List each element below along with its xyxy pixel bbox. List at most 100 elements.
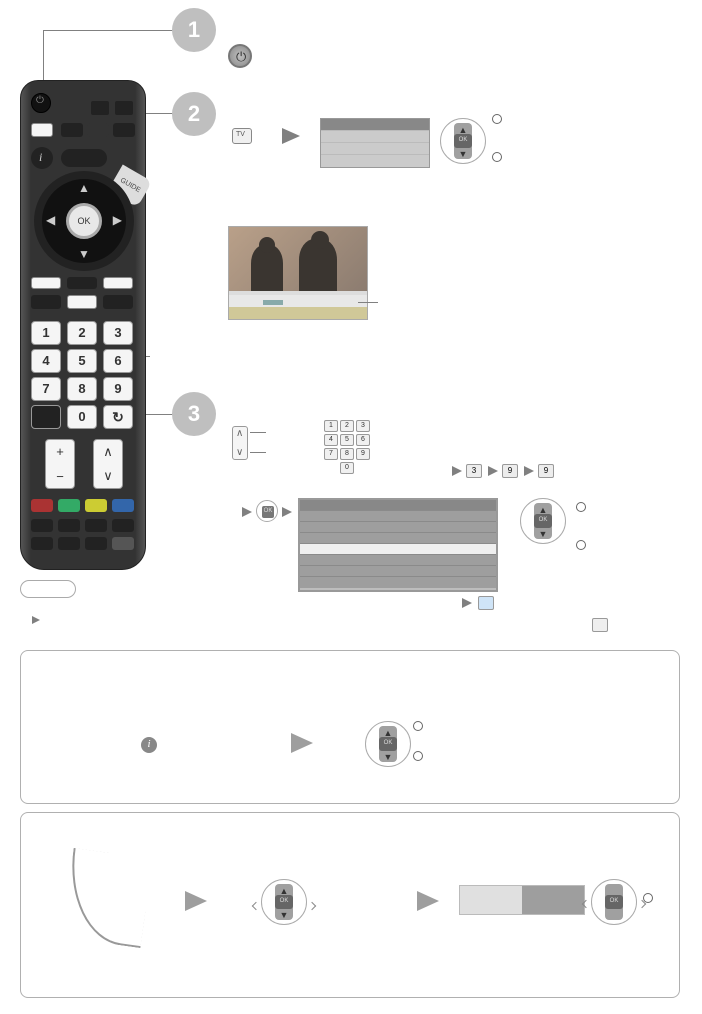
ok-dpad-icon: ▲ OK ▼: [261, 879, 307, 925]
num-2[interactable]: 2: [67, 321, 97, 345]
seq-arrow-icon: [488, 466, 498, 476]
row-button[interactable]: [103, 277, 133, 289]
top-button[interactable]: [115, 101, 133, 115]
num-key: 2: [340, 420, 354, 432]
callout-3-dot: 3: [172, 392, 216, 436]
num-1[interactable]: 1: [31, 321, 61, 345]
dpad[interactable]: ▲ ▼ ◀ ▶ OK: [34, 171, 134, 271]
list-row: [300, 555, 496, 566]
last-channel-button[interactable]: [103, 405, 133, 429]
mute-button[interactable]: [31, 405, 61, 429]
num-key: 8: [340, 448, 354, 460]
list-row-selected: [300, 544, 496, 555]
dpad-up-icon: ▲: [78, 181, 90, 195]
figure-head-icon: [311, 231, 329, 249]
bottom-button[interactable]: [58, 519, 80, 532]
color-button-red[interactable]: [31, 499, 53, 512]
color-button-blue[interactable]: [112, 499, 134, 512]
row2-button[interactable]: [61, 123, 83, 137]
anno-1-icon: [492, 114, 502, 124]
menu-row: [321, 119, 429, 131]
callout-1-number: 1: [188, 17, 200, 43]
ok-button[interactable]: OK: [66, 203, 102, 239]
color-button-green[interactable]: [58, 499, 80, 512]
num-key: 7: [324, 448, 338, 460]
bottom-button[interactable]: [31, 537, 53, 550]
ok-label: OK: [275, 895, 293, 909]
num-7[interactable]: 7: [31, 377, 61, 401]
arrow-right-icon: [417, 891, 439, 911]
ok-small-icon: OK: [256, 500, 278, 522]
row-button[interactable]: [31, 295, 61, 309]
arrow-icon: [242, 507, 252, 517]
top-button[interactable]: [91, 101, 109, 115]
num-4[interactable]: 4: [31, 349, 61, 373]
exit-key-icon: [592, 618, 608, 632]
blue-key-icon: [478, 596, 494, 610]
off-timer-label: [460, 886, 524, 914]
tv-button-icon: [232, 128, 252, 144]
tv-info-bar-2: [229, 307, 367, 319]
anno-icon: [576, 540, 586, 550]
info-i-icon: i: [39, 150, 42, 165]
left-arrow-hint-icon: [252, 902, 260, 910]
timer-panel: ▲ OK ▼ OK: [20, 812, 680, 998]
volume-rocker[interactable]: + −: [45, 439, 75, 489]
numpad-cluster-icon: 1 2 3 4 5 6 7 8 9 0: [324, 420, 374, 470]
remote-control: i GUIDE ▲ ▼ ◀ ▶ OK 1 2 3 4 5 6 7 8 9: [20, 80, 146, 570]
row-button[interactable]: [67, 295, 97, 309]
list-row: [300, 566, 496, 577]
num-key: 9: [356, 448, 370, 460]
row-button[interactable]: [103, 295, 133, 309]
option-button[interactable]: [61, 149, 107, 167]
callout-2-number: 2: [188, 101, 200, 127]
callout-1-line: [43, 30, 173, 31]
row2-button[interactable]: [31, 123, 53, 137]
num-key: 4: [324, 434, 338, 446]
channel-rocker[interactable]: ∧ ∨: [93, 439, 123, 489]
power-button[interactable]: [31, 93, 51, 113]
list-row: [300, 522, 496, 533]
ok-dpad-icon: OK: [591, 879, 637, 925]
callout-3-line: [144, 414, 174, 415]
tv-info-bar: [229, 295, 367, 307]
bottom-button[interactable]: [85, 537, 107, 550]
num-9[interactable]: 9: [103, 377, 133, 401]
num-5[interactable]: 5: [67, 349, 97, 373]
seq-arrow-icon: [452, 466, 462, 476]
list-row: [300, 511, 496, 522]
ok-dpad-icon: ▲ OK ▼: [440, 118, 486, 164]
bottom-button[interactable]: [112, 519, 134, 532]
row2-button[interactable]: [87, 123, 109, 137]
rocker-line-up: [250, 432, 266, 433]
ok-label: OK: [379, 737, 397, 751]
bottom-button[interactable]: [31, 519, 53, 532]
menu-row: [321, 131, 429, 143]
right-arrow-hint-icon: [308, 902, 316, 910]
num-8[interactable]: 8: [67, 377, 97, 401]
menu-row: [321, 143, 429, 155]
arrow-right-icon: [291, 733, 313, 753]
bottom-button[interactable]: [85, 519, 107, 532]
row-button[interactable]: [67, 277, 97, 289]
color-button-yellow[interactable]: [85, 499, 107, 512]
bottom-button[interactable]: [58, 537, 80, 550]
row2-button[interactable]: [113, 123, 135, 137]
ok-label: OK: [605, 895, 623, 909]
figure-head-icon: [259, 237, 275, 253]
vol-down-icon: −: [46, 469, 74, 484]
dpad-down-icon: ▼: [78, 247, 90, 261]
bottom-button[interactable]: [112, 537, 134, 550]
ok-label: OK: [534, 514, 552, 528]
row-button[interactable]: [31, 277, 61, 289]
tv-picture: [229, 227, 367, 291]
num-0[interactable]: 0: [67, 405, 97, 429]
num-key: 5: [340, 434, 354, 446]
num-6[interactable]: 6: [103, 349, 133, 373]
power-symbol-icon: [228, 44, 252, 68]
seq-key: 9: [502, 464, 518, 478]
num-3[interactable]: 3: [103, 321, 133, 345]
info-button[interactable]: i: [31, 147, 53, 169]
seq-key: 9: [538, 464, 554, 478]
menu-row: [321, 155, 429, 167]
